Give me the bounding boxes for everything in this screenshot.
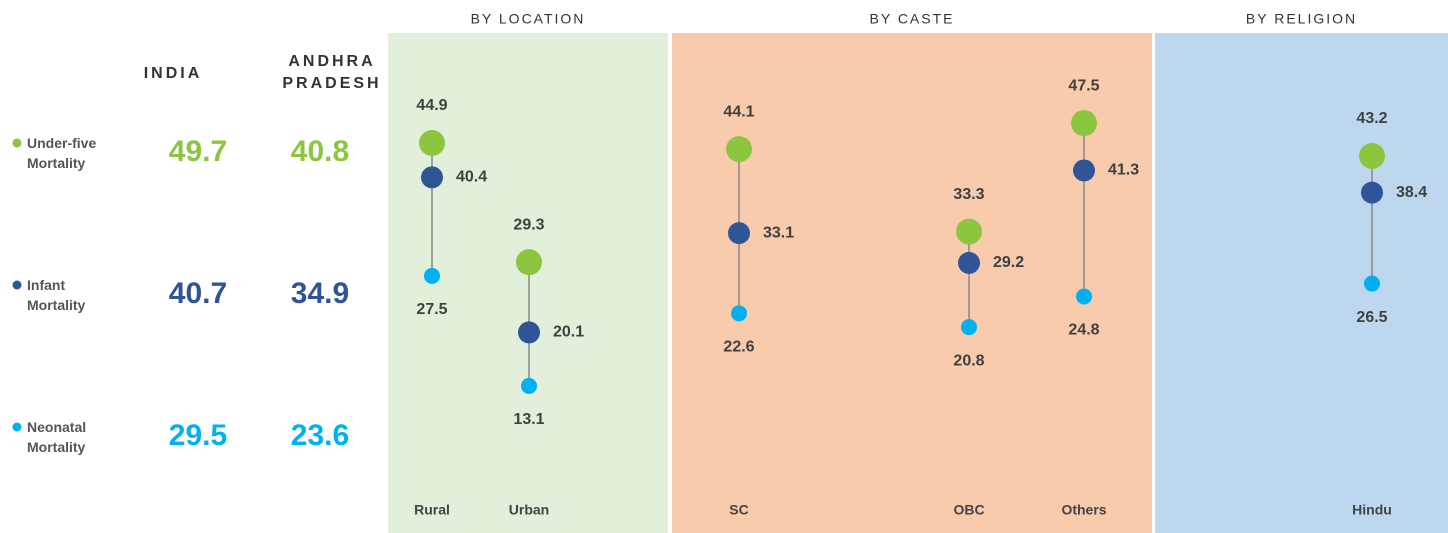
value-label: 41.3 (1108, 162, 1139, 179)
dot (961, 319, 977, 336)
summary-value: 34.9 (290, 277, 350, 310)
value-label: 33.3 (953, 186, 984, 203)
category-label: Urban (509, 502, 549, 518)
column-header: INDIA (143, 65, 203, 82)
category-label: Hindu (1352, 502, 1392, 518)
value-label: 44.1 (723, 103, 754, 120)
dot (516, 249, 542, 276)
group-title: BY LOCATION (471, 11, 586, 27)
dot (728, 222, 750, 245)
dot (424, 267, 440, 284)
value-label: 26.5 (1356, 309, 1387, 326)
value-label: 44.9 (416, 97, 447, 114)
category-label: Others (1061, 502, 1106, 518)
value-label: 47.5 (1068, 77, 1099, 94)
summary-value: 49.7 (168, 135, 228, 168)
value-label: 27.5 (416, 301, 447, 318)
legend-dot (12, 138, 22, 148)
group-title: BY RELIGION (1246, 11, 1357, 27)
dot (521, 377, 537, 394)
summary-value: 40.7 (168, 277, 228, 310)
dot (1073, 159, 1095, 182)
dot (731, 305, 747, 322)
dot (958, 251, 980, 274)
dot (1361, 181, 1383, 204)
dot (1359, 142, 1385, 169)
category-label: Rural (414, 502, 450, 518)
value-label: 29.2 (993, 254, 1024, 271)
summary-value: 23.6 (290, 419, 350, 452)
value-label: 40.4 (456, 169, 487, 186)
legend-label: Neonatal Mortality (27, 419, 87, 455)
group-background (672, 33, 1152, 533)
value-label: 38.4 (1396, 184, 1427, 201)
dot (1364, 275, 1380, 292)
legend-dot (12, 422, 22, 432)
value-label: 33.1 (763, 224, 794, 241)
legend-label: Under-five Mortality (27, 135, 97, 171)
value-label: 43.2 (1356, 110, 1387, 127)
category-label: SC (729, 502, 748, 518)
column-header: ANDHRA PRADESH (282, 53, 382, 92)
value-label: 20.1 (553, 324, 584, 341)
value-label: 22.6 (723, 339, 754, 356)
group-background (1155, 33, 1448, 533)
legend-label: Infant Mortality (27, 277, 86, 313)
dot (1076, 288, 1092, 305)
dot (518, 321, 540, 344)
dot (419, 129, 445, 156)
summary-value: 40.8 (290, 135, 350, 168)
value-label: 29.3 (513, 216, 544, 233)
dot (421, 166, 443, 189)
value-label: 13.1 (513, 411, 544, 428)
dot (1071, 110, 1097, 137)
legend-dot (12, 280, 22, 290)
value-label: 24.8 (1068, 322, 1099, 339)
value-label: 20.8 (953, 352, 984, 369)
dot (956, 218, 982, 245)
category-label: OBC (953, 502, 984, 518)
group-title: BY CASTE (870, 11, 955, 27)
summary-value: 29.5 (168, 419, 228, 452)
dot (726, 136, 752, 163)
